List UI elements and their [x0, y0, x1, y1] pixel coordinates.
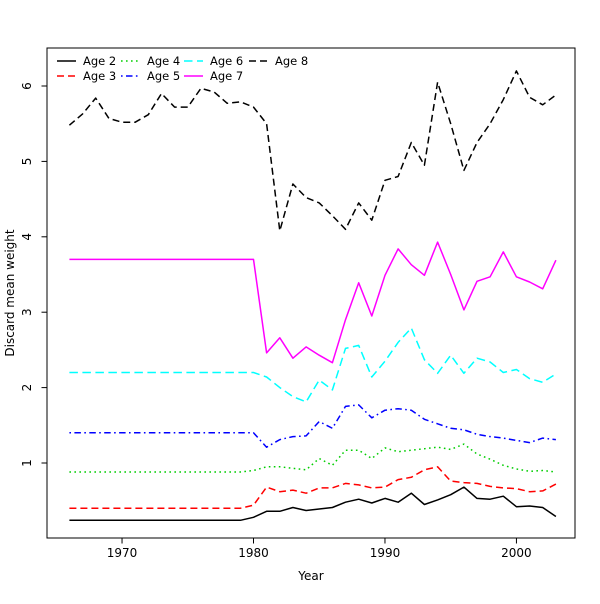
legend-label-age-8: Age 8 [275, 54, 308, 68]
legend-entry-age-4: Age 4 [121, 54, 180, 68]
y-tick-label-2: 2 [20, 384, 34, 392]
legend-label-age-7: Age 7 [210, 69, 243, 83]
series-line-age-2 [69, 486, 557, 522]
legend-entry-age-7: Age 7 [184, 69, 243, 83]
legend-entry-age-6: Age 6 [184, 54, 243, 68]
y-tick-label-4: 4 [20, 233, 34, 241]
plot-border [46, 47, 576, 539]
y-tick-label-1: 1 [20, 459, 34, 467]
legend-label-age-4: Age 4 [147, 54, 180, 68]
x-tick-label-2000: 2000 [501, 546, 532, 560]
y-tick-label-3: 3 [20, 308, 34, 316]
legend-label-age-2: Age 2 [83, 54, 116, 68]
series-line-age-5 [69, 404, 556, 448]
legend-label-age-5: Age 5 [147, 69, 180, 83]
series-line-age-6 [69, 327, 557, 403]
series-line-age-8 [68, 70, 557, 232]
legend-entry-age-2: Age 2 [57, 54, 116, 68]
series-line-age-4 [69, 443, 556, 473]
legend-label-age-6: Age 6 [210, 54, 243, 68]
series-line-age-3 [69, 466, 557, 509]
x-tick-label-1980: 1980 [238, 546, 269, 560]
legend-entry-age-5: Age 5 [121, 69, 180, 83]
legend-entry-age-8: Age 8 [249, 54, 308, 68]
x-tick-label-1970: 1970 [107, 546, 138, 560]
legend-label-age-3: Age 3 [83, 69, 116, 83]
y-axis-label: Discard mean weight [3, 229, 17, 357]
x-tick-label-1990: 1990 [370, 546, 401, 560]
x-axis-label: Year [297, 569, 323, 583]
series-line-age-7 [69, 241, 557, 364]
y-tick-label-5: 5 [20, 158, 34, 166]
legend-entry-age-3: Age 3 [57, 69, 116, 83]
y-tick-label-6: 6 [20, 82, 34, 90]
